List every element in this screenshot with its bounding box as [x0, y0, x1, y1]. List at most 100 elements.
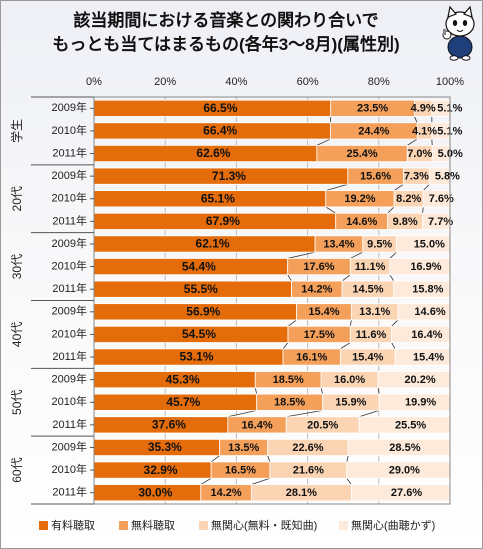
series-connector: [389, 274, 395, 282]
data-label: 18.5%: [274, 397, 305, 409]
data-label: 17.5%: [304, 329, 335, 341]
data-label: 21.6%: [293, 464, 324, 476]
data-label: 54.4%: [182, 259, 216, 273]
data-label: 16.0%: [334, 374, 365, 386]
year-label: 2011年: [52, 281, 87, 295]
data-label: 13.1%: [359, 306, 390, 318]
legend-label: 無関心(無料・既知曲): [211, 520, 318, 532]
data-label: 7.3%: [404, 171, 429, 183]
data-label: 16.4%: [241, 419, 272, 431]
data-label: 15.4%: [352, 351, 383, 363]
data-label: 19.9%: [405, 397, 436, 409]
x-tick-label: 40%: [225, 76, 247, 88]
series-connector: [287, 274, 292, 282]
series-connector: [316, 138, 331, 146]
data-label: 9.5%: [367, 238, 392, 250]
series-connector: [346, 477, 352, 485]
data-label: 54.5%: [182, 327, 216, 341]
series-connector: [391, 342, 396, 350]
data-label: 16.1%: [296, 351, 327, 363]
data-label: 7.7%: [428, 216, 453, 228]
data-label: 24.4%: [358, 125, 389, 137]
series-connector: [391, 319, 399, 327]
data-label: 32.9%: [144, 463, 178, 477]
data-label: 13.4%: [323, 238, 354, 250]
data-label: 45.3%: [166, 372, 200, 386]
legend-label: 無料聴取: [131, 520, 175, 532]
data-label: 15.8%: [412, 284, 443, 296]
data-label: 19.2%: [344, 193, 375, 205]
legend-swatch: [119, 521, 128, 530]
group-label: 40代: [10, 322, 24, 347]
data-label: 35.3%: [148, 440, 182, 454]
data-label: 25.5%: [395, 419, 426, 431]
year-label: 2009年: [52, 304, 87, 318]
data-label: 11.6%: [356, 329, 387, 341]
series-connector: [359, 410, 380, 418]
year-label: 2011年: [52, 485, 87, 499]
data-label: 45.7%: [166, 395, 200, 409]
data-label: 4.1%: [412, 125, 437, 137]
series-connector: [287, 319, 297, 327]
series-connector: [422, 206, 424, 214]
data-label: 62.6%: [196, 146, 230, 160]
year-label: 2009年: [52, 372, 87, 386]
data-label: 66.5%: [203, 101, 237, 115]
group-label: 学生: [9, 119, 24, 143]
series-connector: [350, 251, 363, 259]
data-label: 20.5%: [307, 419, 338, 431]
data-label: 14.5%: [352, 284, 383, 296]
data-label: 65.1%: [201, 191, 235, 205]
series-connector: [200, 477, 212, 485]
chart-title-line-2: もっとも当てはまるもの(各年3～8月)(属性別): [52, 35, 400, 54]
data-label: 53.1%: [180, 350, 214, 364]
legend-item: 無関心(曲聴かず): [339, 518, 435, 534]
data-label: 15.6%: [360, 171, 391, 183]
data-label: 22.6%: [292, 442, 323, 454]
group-label: 20代: [10, 186, 24, 211]
series-connector: [341, 274, 351, 282]
series-connector: [286, 409, 323, 418]
data-label: 7.6%: [429, 193, 454, 205]
group-label: 60代: [10, 457, 24, 482]
data-label: 16.9%: [410, 261, 441, 273]
data-label: 14.2%: [301, 284, 332, 296]
legend-label: 有料聴取: [51, 520, 95, 532]
x-tick-label: 100%: [436, 76, 464, 88]
year-label: 2010年: [52, 123, 87, 137]
year-label: 2009年: [52, 168, 87, 182]
data-label: 56.9%: [186, 304, 220, 318]
data-label: 25.4%: [346, 148, 377, 160]
series-connector: [414, 116, 418, 123]
data-label: 62.1%: [196, 237, 230, 251]
legend-swatch: [199, 521, 208, 530]
data-label: 16.4%: [411, 329, 442, 341]
data-label: 66.4%: [203, 124, 237, 138]
data-label: 71.3%: [212, 169, 246, 183]
series-connector: [282, 342, 289, 350]
series-connector: [349, 319, 352, 327]
cat-character-icon: [442, 5, 475, 61]
legend-item: 有料聴取: [39, 518, 95, 534]
series-connector: [346, 455, 349, 463]
data-label: 15.4%: [308, 306, 339, 318]
year-label: 2010年: [52, 394, 87, 408]
year-label: 2010年: [52, 258, 87, 272]
series-connector: [227, 409, 257, 418]
x-tick-label: 80%: [368, 76, 390, 88]
year-label: 2010年: [52, 191, 87, 205]
data-label: 15.9%: [335, 397, 366, 409]
data-label: 28.5%: [389, 442, 420, 454]
data-label: 23.5%: [357, 103, 388, 115]
series-connector: [423, 184, 430, 191]
data-label: 8.2%: [396, 193, 421, 205]
data-label: 27.6%: [391, 487, 422, 499]
series-connector: [377, 387, 380, 395]
year-label: 2011年: [52, 213, 87, 227]
chart-title: 該当期間における音楽との関わり合いで もっとも当てはまるもの(各年3～8月)(属…: [21, 9, 431, 69]
series-connector: [340, 342, 351, 350]
series-connector: [254, 387, 258, 395]
data-label: 13.5%: [228, 442, 259, 454]
